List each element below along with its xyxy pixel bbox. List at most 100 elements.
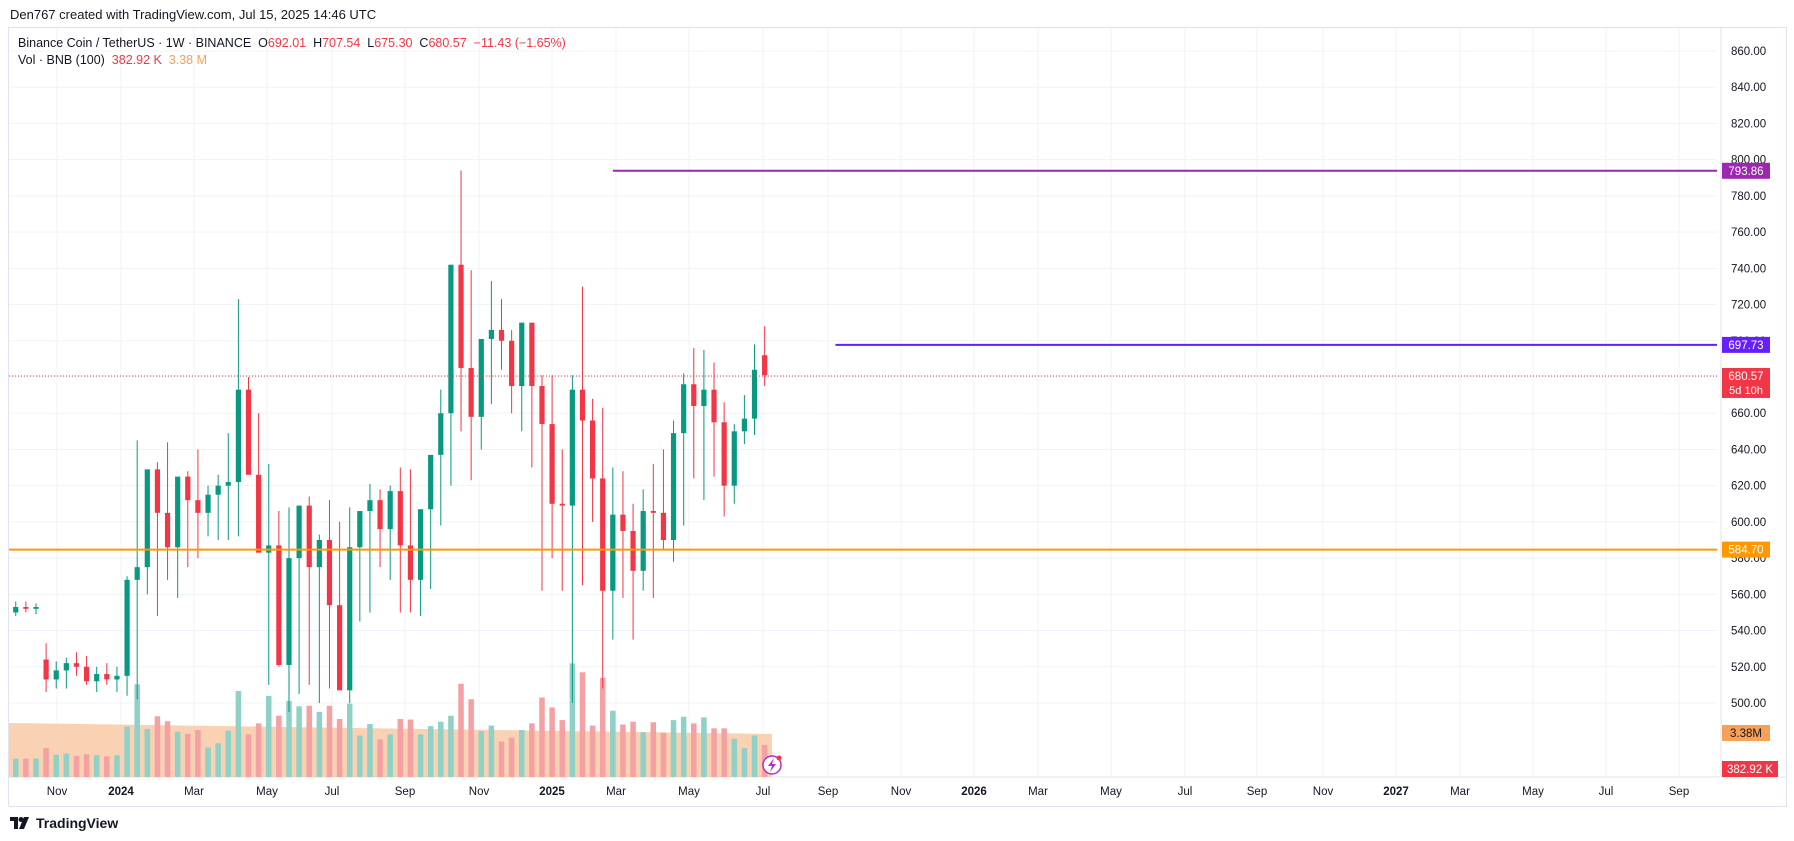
candle-body[interactable] — [660, 512, 667, 540]
candle-body[interactable] — [73, 663, 80, 667]
candle-body[interactable] — [650, 511, 656, 513]
candle-body[interactable] — [610, 514, 616, 591]
candle-body[interactable] — [296, 505, 302, 559]
low-label: L — [367, 36, 375, 50]
volume-bar — [357, 735, 363, 777]
candle-body[interactable] — [569, 389, 575, 506]
candle-body[interactable] — [387, 491, 393, 530]
candle-body[interactable] — [134, 567, 140, 580]
symbol-title[interactable]: Binance Coin / TetherUS · 1W · BINANCE — [18, 36, 252, 50]
candle-body[interactable] — [357, 511, 363, 548]
candle-body[interactable] — [741, 418, 747, 432]
candle-body[interactable] — [33, 607, 39, 609]
price-tick-label: 720.00 — [1731, 300, 1766, 312]
time-axis-label: Nov — [1313, 786, 1334, 798]
notification-dot-icon — [776, 755, 782, 761]
candle-body[interactable] — [53, 670, 59, 680]
volume-bar — [478, 731, 485, 777]
candle-body[interactable] — [256, 474, 262, 553]
candle-body[interactable] — [397, 491, 403, 546]
candle-body[interactable] — [478, 338, 484, 417]
time-axis-label: Nov — [891, 786, 912, 798]
candle-body[interactable] — [488, 329, 494, 339]
countdown-label: 5d 10h — [1729, 385, 1763, 397]
candle-body[interactable] — [306, 505, 312, 568]
candle-body[interactable] — [124, 579, 130, 676]
volume-bar — [43, 748, 49, 777]
candle-body[interactable] — [549, 424, 555, 504]
created-by-text: Den767 created with TradingView.com, Jul… — [10, 7, 377, 22]
candle-body[interactable] — [448, 264, 454, 414]
volume-bar — [407, 719, 414, 777]
candle-body[interactable] — [205, 494, 211, 513]
candle-body[interactable] — [215, 485, 221, 495]
candle-body[interactable] — [144, 469, 150, 568]
time-axis-label: Jul — [1599, 786, 1614, 798]
candle-body[interactable] — [164, 512, 171, 548]
candle-body[interactable] — [691, 384, 697, 406]
candle-body[interactable] — [417, 509, 424, 580]
volume-ma-axis-label: 3.38M — [1730, 728, 1762, 740]
candle-body[interactable] — [640, 511, 646, 571]
candle-body[interactable] — [347, 547, 353, 691]
candle-body[interactable] — [701, 389, 707, 406]
candle-body[interactable] — [519, 322, 525, 387]
candle-body[interactable] — [468, 367, 474, 417]
candle-body[interactable] — [377, 500, 383, 530]
volume-title[interactable]: Vol · BNB (100) — [18, 53, 105, 67]
candle-body[interactable] — [114, 675, 120, 680]
time-axis-label: Sep — [818, 786, 838, 798]
time-axis-label: 2024 — [108, 786, 134, 798]
candle-body[interactable] — [600, 478, 606, 591]
candle-body[interactable] — [83, 666, 90, 682]
candle-body[interactable] — [498, 329, 505, 341]
close-label: C — [419, 36, 429, 50]
candle-body[interactable] — [235, 389, 241, 483]
volume-bar — [579, 672, 586, 777]
candle-body[interactable] — [559, 503, 565, 506]
time-axis-label: 2025 — [539, 786, 565, 798]
candle-body[interactable] — [195, 500, 201, 513]
candle-body[interactable] — [94, 674, 100, 682]
candle-body[interactable] — [326, 540, 333, 606]
candle-body[interactable] — [589, 420, 596, 479]
candle-body[interactable] — [286, 558, 292, 665]
time-axis-label: Jul — [325, 786, 340, 798]
candle-body[interactable] — [245, 389, 252, 475]
candle-body[interactable] — [336, 605, 343, 691]
candle-body[interactable] — [681, 384, 687, 434]
volume-bar — [549, 707, 555, 777]
candle-body[interactable] — [731, 431, 737, 486]
candle-body[interactable] — [428, 454, 434, 510]
candle-body[interactable] — [751, 369, 758, 419]
candle-body[interactable] — [367, 500, 373, 512]
candle-body[interactable] — [43, 659, 49, 680]
candle-body[interactable] — [509, 340, 515, 387]
candle-body[interactable] — [104, 674, 110, 680]
candle-body[interactable] — [458, 264, 464, 368]
candle-body[interactable] — [438, 413, 444, 455]
candle-body[interactable] — [762, 355, 768, 376]
candle-body[interactable] — [316, 540, 322, 568]
candle-body[interactable] — [225, 482, 231, 486]
candle-body[interactable] — [630, 530, 636, 571]
candle-body[interactable] — [620, 514, 626, 531]
candle-body[interactable] — [276, 545, 282, 665]
candle-body[interactable] — [539, 386, 545, 425]
tradingview-logo[interactable]: TradingView — [10, 815, 118, 831]
candle-body[interactable] — [579, 389, 586, 421]
volume-bar — [164, 721, 171, 777]
candle-body[interactable] — [63, 663, 69, 671]
volume-legend-row: Vol · BNB (100) 382.92 K 3.38 M — [18, 52, 566, 69]
candle-body[interactable] — [23, 607, 29, 609]
candle-body[interactable] — [670, 433, 677, 540]
candle-body[interactable] — [529, 322, 535, 387]
candle-body[interactable] — [721, 422, 727, 486]
candle-body[interactable] — [711, 389, 717, 423]
candle-body[interactable] — [154, 469, 161, 513]
candle-body[interactable] — [175, 476, 181, 548]
candle-body[interactable] — [13, 607, 19, 613]
candle-body[interactable] — [185, 476, 191, 501]
candle-body[interactable] — [407, 545, 414, 580]
